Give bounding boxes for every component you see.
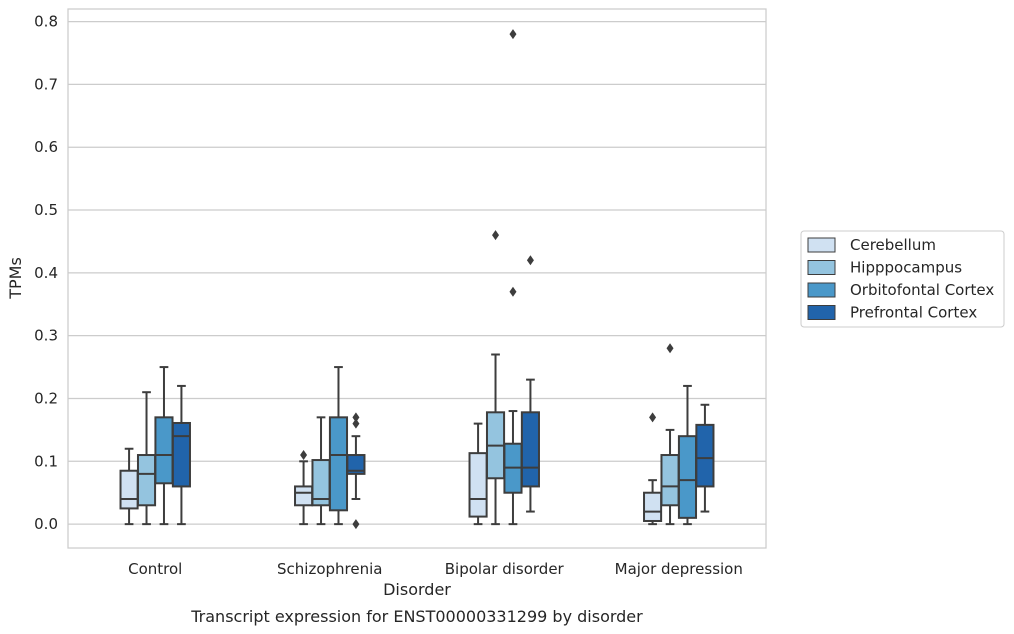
- y-axis-ticks: 0.0 0.1 0.2 0.3 0.4 0.5 0.6 0.7 0.8: [34, 13, 58, 534]
- legend-swatch: [807, 305, 836, 320]
- box: [660, 343, 680, 526]
- box-body: [677, 435, 698, 519]
- box: [485, 230, 506, 526]
- box: [171, 384, 191, 526]
- y-tick-label: 0.1: [34, 452, 58, 470]
- legend: Cerebellum Hipppocampus Orbitofontal Corte…: [800, 230, 1005, 328]
- y-tick-label: 0.7: [34, 75, 58, 93]
- box: [695, 403, 715, 513]
- y-tick-label: 0.8: [34, 13, 58, 31]
- y-axis-label: TPMs: [6, 257, 25, 300]
- x-axis-ticks: Control Schizophrenia Bipolar disorder Majo…: [128, 560, 743, 578]
- box-group: [643, 343, 715, 526]
- box-body: [154, 416, 174, 485]
- plot-frame: [67, 8, 767, 549]
- box-group: [119, 366, 191, 526]
- outlier-point: [352, 412, 360, 423]
- y-tick-label: 0.2: [34, 389, 58, 407]
- box-body: [346, 454, 366, 475]
- box-body: [328, 416, 349, 512]
- outlier-point: [492, 230, 500, 241]
- box-group: [468, 29, 540, 526]
- legend-swatch: [807, 237, 836, 253]
- box-group: [294, 366, 366, 530]
- legend-label: Hipppocampus: [850, 259, 962, 277]
- legend-label: Cerebellum: [850, 236, 936, 254]
- y-tick-label: 0.6: [34, 138, 58, 156]
- box-body: [520, 411, 540, 488]
- chart-caption: Transcript expression for ENST0000033129…: [190, 607, 643, 626]
- legend-frame: [800, 230, 1005, 328]
- box: [468, 422, 488, 526]
- box: [520, 255, 540, 513]
- box-body: [119, 469, 139, 510]
- outlier-point: [666, 343, 674, 354]
- box-body: [695, 423, 715, 488]
- legend-label: Orbitofontal Cortex: [850, 281, 994, 299]
- outlier-point: [352, 418, 360, 429]
- legend-swatch: [807, 260, 836, 275]
- y-tick-label: 0.5: [34, 201, 58, 219]
- box: [294, 450, 314, 526]
- box: [643, 412, 663, 526]
- x-tick-label: Bipolar disorder: [445, 560, 565, 578]
- outlier-point: [300, 450, 308, 461]
- box-body: [643, 491, 663, 522]
- x-tick-label: Control: [128, 560, 182, 578]
- y-tick-label: 0.3: [34, 327, 58, 345]
- box: [328, 366, 349, 526]
- box-body: [660, 454, 680, 507]
- x-tick-label: Major depression: [615, 560, 743, 578]
- outlier-point: [509, 286, 517, 297]
- outlier-point: [526, 255, 534, 266]
- box-body: [171, 421, 191, 488]
- outlier-point: [352, 519, 360, 530]
- y-tick-label: 0.4: [34, 264, 58, 282]
- box-body: [294, 485, 314, 507]
- box-body: [136, 454, 157, 507]
- box: [154, 366, 174, 526]
- outlier-point: [649, 412, 657, 423]
- legend-swatch: [807, 282, 836, 298]
- y-tick-label: 0.0: [34, 515, 58, 533]
- x-axis-label: Disorder: [383, 580, 451, 599]
- x-tick-label: Schizophrenia: [277, 560, 382, 578]
- legend-label: Prefrontal Cortex: [850, 304, 977, 322]
- box-body: [468, 452, 488, 518]
- box-groups: [119, 29, 715, 530]
- outlier-point: [509, 29, 517, 40]
- box: [346, 412, 366, 530]
